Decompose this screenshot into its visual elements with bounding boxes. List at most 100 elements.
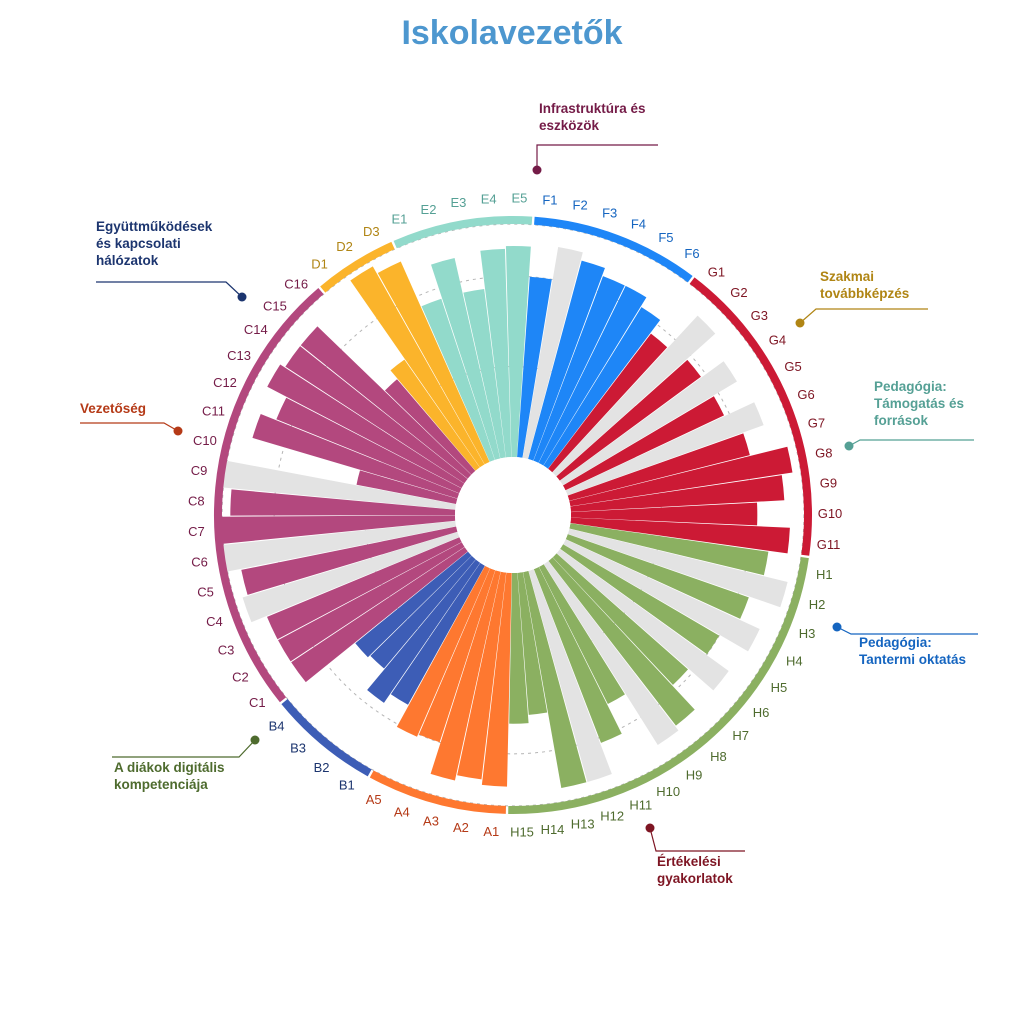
bar-G6: [565, 402, 764, 496]
tick-G11: G11: [817, 537, 841, 552]
tick-H9: H9: [686, 768, 703, 783]
bar-G2: [552, 315, 716, 477]
category-label-F-1: Pedagógia:: [859, 635, 932, 650]
category-label-F-2: Tantermi oktatás: [859, 652, 966, 667]
tick-H14: H14: [541, 822, 565, 837]
bar-H12: [528, 569, 612, 783]
bar-B2: [367, 559, 481, 703]
tick-G2: G2: [730, 285, 747, 300]
bar-C8: [230, 489, 456, 516]
category-labels: Vezetőség Együttműködések és kapcsolati hál…: [80, 101, 978, 886]
tick-A5: A5: [366, 792, 382, 807]
tick-G8: G8: [815, 445, 832, 460]
category-label-G-2: gyakorlatok: [657, 871, 733, 886]
tick-G3: G3: [751, 308, 768, 323]
tick-H1: H1: [816, 567, 833, 582]
tick-H8: H8: [710, 749, 727, 764]
bar-H14: [517, 572, 548, 715]
tick-C13: C13: [227, 348, 251, 363]
ring-E: [393, 216, 533, 249]
bar-F1: [517, 276, 552, 458]
tick-F5: F5: [658, 230, 673, 245]
ring-F: [534, 216, 693, 283]
tick-G7: G7: [808, 416, 825, 431]
bar-H9: [543, 561, 679, 745]
tick-D1: D1: [311, 256, 328, 271]
bar-A5: [396, 565, 490, 737]
bar-C1: [291, 547, 468, 683]
tick-C12: C12: [213, 375, 237, 390]
category-label-B-2: és kapcsolati: [96, 236, 181, 251]
tick-D2: D2: [336, 239, 353, 254]
bar-F6: [543, 307, 661, 469]
tick-G5: G5: [784, 359, 801, 374]
bar-E4: [480, 248, 512, 458]
tick-G6: G6: [797, 387, 814, 402]
bar-H2: [567, 528, 788, 608]
callout-line-B: [96, 281, 243, 298]
bar-C13: [267, 364, 465, 489]
bar-C10: [356, 470, 458, 504]
tick-F6: F6: [684, 246, 699, 261]
tick-A4: A4: [394, 804, 410, 819]
tick-C9: C9: [191, 463, 208, 478]
bar-E5: [505, 246, 531, 458]
bar-G8: [569, 446, 793, 507]
bar-E2: [431, 258, 501, 460]
tick-H13: H13: [571, 817, 595, 832]
callout-line-F: [836, 626, 978, 635]
bar-D1: [390, 359, 480, 471]
tick-E3: E3: [450, 195, 466, 210]
category-label-E-2: Támogatás és: [874, 396, 964, 411]
bar-C4: [242, 531, 460, 623]
tick-C10: C10: [193, 433, 217, 448]
category-label-E-3: források: [874, 413, 929, 428]
bar-H11: [533, 566, 622, 743]
callout-dot-H: [250, 735, 260, 745]
tick-G10: G10: [818, 506, 843, 521]
category-label-C-2: eszközök: [539, 118, 600, 133]
ring-G: [689, 277, 812, 556]
bar-G7: [567, 433, 750, 501]
tick-B2: B2: [314, 760, 330, 775]
grid-circle-3: [221, 223, 805, 807]
bars: [219, 246, 793, 788]
tick-B4: B4: [269, 719, 285, 734]
tick-A1: A1: [483, 824, 499, 839]
ring-H: [508, 557, 809, 814]
tick-C6: C6: [191, 555, 208, 570]
bar-H13: [523, 570, 587, 788]
bar-D2: [350, 266, 485, 468]
bar-C16: [384, 379, 476, 475]
callout-dot-E: [844, 441, 854, 451]
callout-line-C: [536, 144, 658, 170]
bar-H6: [556, 548, 729, 691]
center-hole: [455, 457, 571, 573]
bar-A1: [481, 572, 512, 787]
bar-C12: [276, 397, 462, 494]
bar-B4: [355, 551, 472, 658]
tick-H6: H6: [753, 705, 770, 720]
callout-dot-D: [795, 318, 805, 328]
bar-H5: [560, 544, 720, 655]
tick-H5: H5: [771, 680, 788, 695]
callout-dot-A: [173, 426, 183, 436]
category-label-G-1: Értékelési: [657, 854, 721, 869]
bar-C3: [267, 537, 462, 640]
tick-E4: E4: [481, 191, 497, 206]
bar-H7: [552, 553, 689, 685]
bar-E1: [421, 298, 495, 462]
category-label-B-1: Együttműködések: [96, 219, 213, 234]
bar-H3: [565, 534, 749, 619]
tick-F2: F2: [573, 198, 588, 213]
category-rings: [213, 216, 812, 814]
bar-A3: [430, 570, 501, 781]
tick-C8: C8: [188, 494, 205, 509]
bar-C15: [300, 326, 472, 479]
callout-dot-G: [645, 823, 655, 833]
tick-F1: F1: [542, 193, 557, 208]
bar-B1: [390, 562, 485, 705]
bar-H10: [539, 564, 625, 704]
